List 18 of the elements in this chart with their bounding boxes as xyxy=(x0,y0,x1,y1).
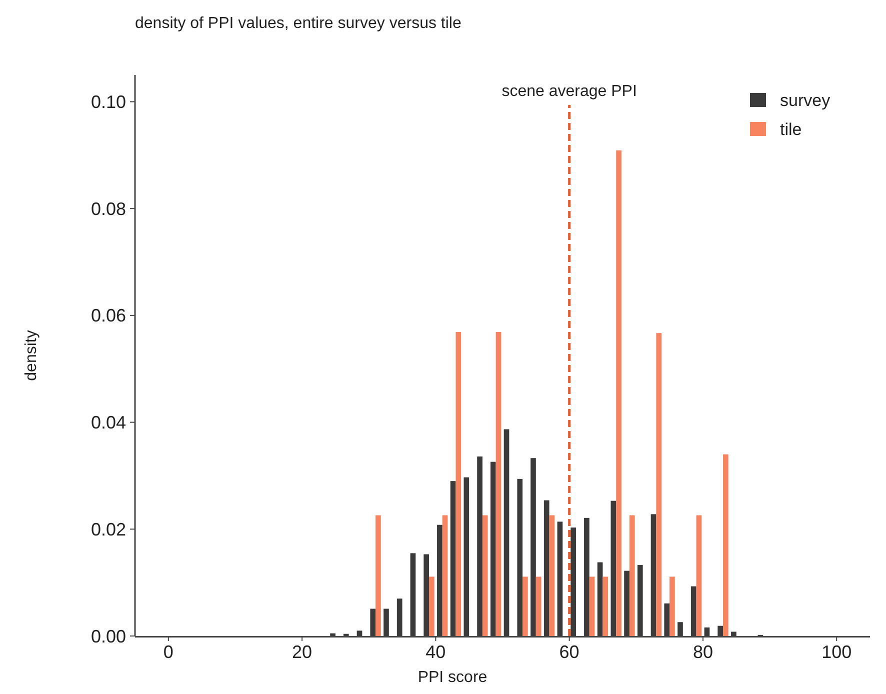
legend-label: survey xyxy=(780,90,831,110)
x-tick-label: 80 xyxy=(692,642,713,662)
x-tick-label: 0 xyxy=(163,642,174,662)
chart-title: density of PPI values, entire survey versus tile xyxy=(135,15,462,32)
x-tick-label: 60 xyxy=(559,642,580,662)
y-tick-label: 0.04 xyxy=(90,412,126,433)
y-tick-label: 0.10 xyxy=(90,92,126,112)
x-axis-title: PPI score xyxy=(418,669,488,686)
x-tick-label: 40 xyxy=(426,642,446,662)
legend-label: tile xyxy=(780,120,802,139)
y-tick-label: 0.08 xyxy=(90,198,126,219)
y-tick-label: 0.00 xyxy=(90,626,126,646)
x-tick-label: 100 xyxy=(822,642,852,662)
y-tick-label: 0.06 xyxy=(90,306,126,326)
y-tick-label: 0.02 xyxy=(90,519,126,540)
ref-line-label: scene average PPI xyxy=(502,83,637,100)
x-tick-label: 20 xyxy=(292,642,312,662)
y-axis-title: density xyxy=(23,330,40,381)
